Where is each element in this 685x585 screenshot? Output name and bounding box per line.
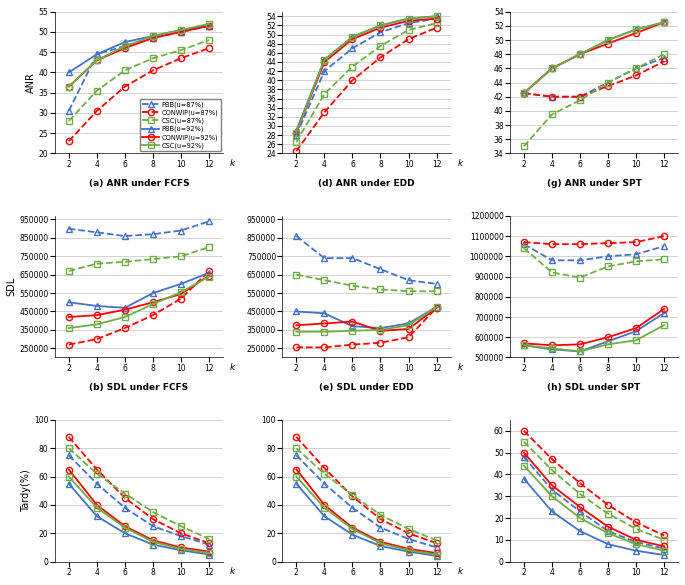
Y-axis label: ANR: ANR bbox=[26, 72, 36, 93]
Text: k: k bbox=[229, 159, 235, 168]
Text: k: k bbox=[229, 567, 235, 576]
Text: (e) SDL under EDD: (e) SDL under EDD bbox=[319, 383, 414, 392]
Y-axis label: SDL: SDL bbox=[7, 277, 16, 296]
Text: k: k bbox=[229, 363, 235, 372]
Text: (d) ANR under EDD: (d) ANR under EDD bbox=[318, 179, 415, 188]
Text: k: k bbox=[458, 363, 462, 372]
Y-axis label: Tardy(%): Tardy(%) bbox=[21, 469, 32, 512]
Text: (h) SDL under SPT: (h) SDL under SPT bbox=[547, 383, 640, 392]
Text: (a) ANR under FCFS: (a) ANR under FCFS bbox=[88, 179, 189, 188]
Text: k: k bbox=[458, 159, 462, 168]
Text: (g) ANR under SPT: (g) ANR under SPT bbox=[547, 179, 641, 188]
Text: k: k bbox=[458, 567, 462, 576]
Legend: PBB(u=87%), CONWIP(u=87%), CSC(u=87%), PBB(u=92%), CONWIP(u=92%), CSC(u=92%): PBB(u=87%), CONWIP(u=87%), CSC(u=87%), P… bbox=[140, 99, 221, 152]
Text: (b) SDL under FCFS: (b) SDL under FCFS bbox=[89, 383, 188, 392]
